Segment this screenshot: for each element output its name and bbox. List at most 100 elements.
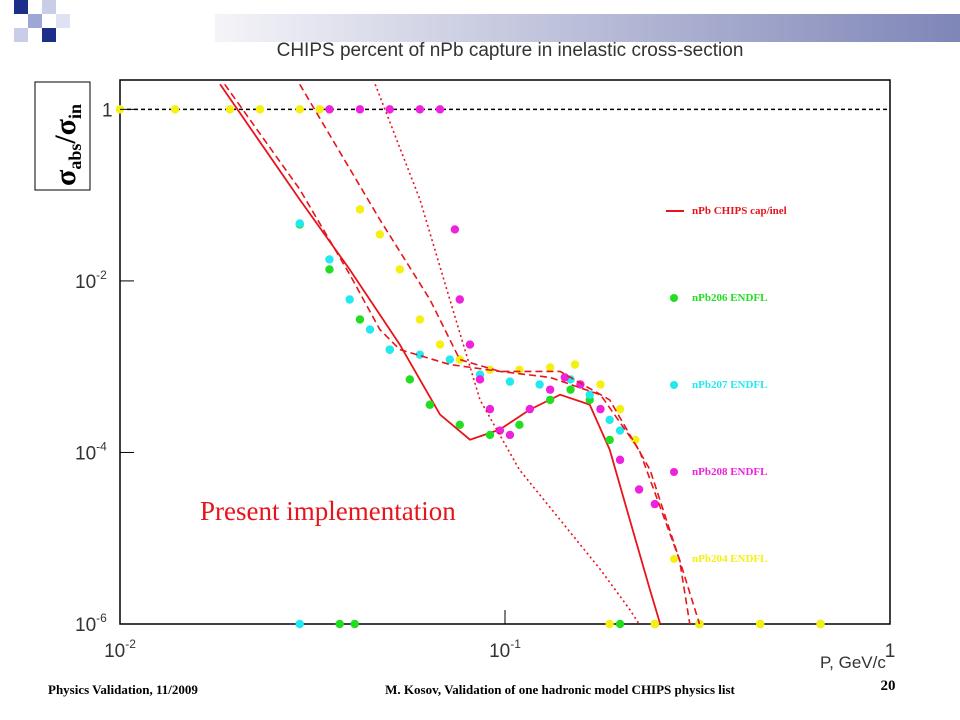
data-point — [525, 404, 535, 414]
data-point — [365, 325, 375, 334]
y-axis-label: σabs/σin — [49, 104, 85, 186]
page-number: 20 — [881, 678, 896, 694]
legend-marker — [670, 381, 678, 389]
tick-exponent: -1 — [510, 637, 521, 651]
data-point — [325, 265, 334, 274]
tick-base: 10 — [75, 272, 96, 293]
data-point — [485, 430, 495, 440]
data-point — [355, 315, 365, 324]
data-point — [585, 390, 594, 400]
data-point — [515, 420, 524, 430]
y-label-mid: /σ — [49, 118, 82, 144]
data-point — [545, 385, 555, 394]
data-point — [596, 380, 605, 389]
plot-frame — [119, 79, 891, 625]
line-series — [299, 83, 701, 625]
data-point — [455, 295, 464, 304]
data-point — [445, 355, 455, 364]
legend-label: nPb206 ENDFL — [692, 292, 768, 304]
x-axis-label: P, GeV/c — [820, 653, 886, 672]
tick-base: 10 — [75, 443, 96, 464]
line-series — [224, 83, 691, 625]
legend-label: nPb207 ENDFL — [692, 379, 768, 391]
data-point — [415, 315, 425, 324]
data-point — [465, 340, 475, 349]
data-point — [425, 400, 435, 409]
data-point — [355, 205, 365, 214]
y-label-symbol: σ — [49, 169, 82, 186]
data-point — [495, 426, 505, 435]
data-point — [545, 395, 555, 405]
data-point — [225, 105, 235, 114]
legend-marker — [670, 468, 678, 476]
tick-base: 10 — [75, 615, 96, 636]
y-axis-label-box — [34, 81, 91, 191]
data-point — [570, 360, 580, 369]
legend-marker — [670, 294, 678, 302]
data-point — [605, 619, 614, 629]
data-point — [435, 105, 445, 114]
data-point — [475, 375, 485, 384]
data-point — [295, 619, 304, 629]
legend-label: nPb CHIPS cap/inel — [692, 205, 787, 217]
legend-label: nPb204 ENDFL — [692, 553, 768, 565]
annotation: Present implementation — [200, 496, 456, 526]
tick-base: 10 — [489, 641, 510, 662]
legend-label: nPb208 ENDFL — [692, 466, 768, 478]
data-point — [375, 230, 385, 239]
data-point — [816, 619, 825, 629]
tick-exponent: -4 — [96, 439, 107, 453]
tick-label: 1 — [102, 100, 113, 121]
data-point — [515, 365, 524, 374]
data-point — [350, 619, 359, 629]
data-point — [170, 105, 180, 114]
data-point — [295, 105, 304, 114]
data-point — [345, 295, 354, 304]
tick-label: 10-2 — [104, 637, 136, 662]
data-point — [535, 380, 544, 389]
data-point — [615, 619, 625, 629]
data-point — [545, 363, 555, 372]
data-point — [755, 619, 765, 629]
data-point — [615, 426, 625, 435]
legend-marker — [670, 555, 678, 563]
data-point — [634, 485, 644, 494]
footer-left: Physics Validation, 11/2009 — [48, 682, 198, 697]
data-point — [615, 404, 625, 414]
data-point — [485, 404, 495, 414]
data-point — [505, 430, 515, 440]
data-point — [325, 255, 334, 264]
data-point — [385, 105, 394, 114]
data-point — [455, 420, 464, 430]
tick-label: 10-1 — [489, 637, 521, 662]
decoration — [14, 0, 960, 42]
data-point — [435, 340, 445, 349]
y-label-sub: in — [65, 104, 85, 119]
data-point — [315, 105, 324, 114]
data-point — [295, 219, 304, 228]
chart-title: CHIPS percent of nPb capture in inelasti… — [277, 40, 744, 61]
data-point — [395, 265, 404, 274]
tick-label: 10-2 — [75, 268, 107, 293]
tick-label: 10-6 — [75, 611, 107, 636]
data-point — [255, 105, 265, 114]
data-point — [631, 435, 640, 445]
tick-exponent: -2 — [125, 637, 136, 651]
tick-exponent: -6 — [96, 611, 107, 625]
data-point — [505, 377, 515, 386]
data-point — [455, 355, 464, 364]
plot-area — [115, 83, 890, 629]
tick-exponent: -2 — [96, 268, 107, 282]
line-series — [219, 83, 662, 625]
tick-label: 10-4 — [75, 439, 107, 464]
y-label-sub: abs — [65, 144, 85, 170]
data-point — [650, 499, 660, 509]
data-point — [605, 435, 614, 445]
data-point — [450, 225, 460, 234]
data-point — [385, 345, 394, 354]
data-point — [605, 415, 614, 425]
data-point — [615, 455, 625, 465]
data-point — [325, 105, 334, 114]
data-point — [596, 404, 605, 414]
